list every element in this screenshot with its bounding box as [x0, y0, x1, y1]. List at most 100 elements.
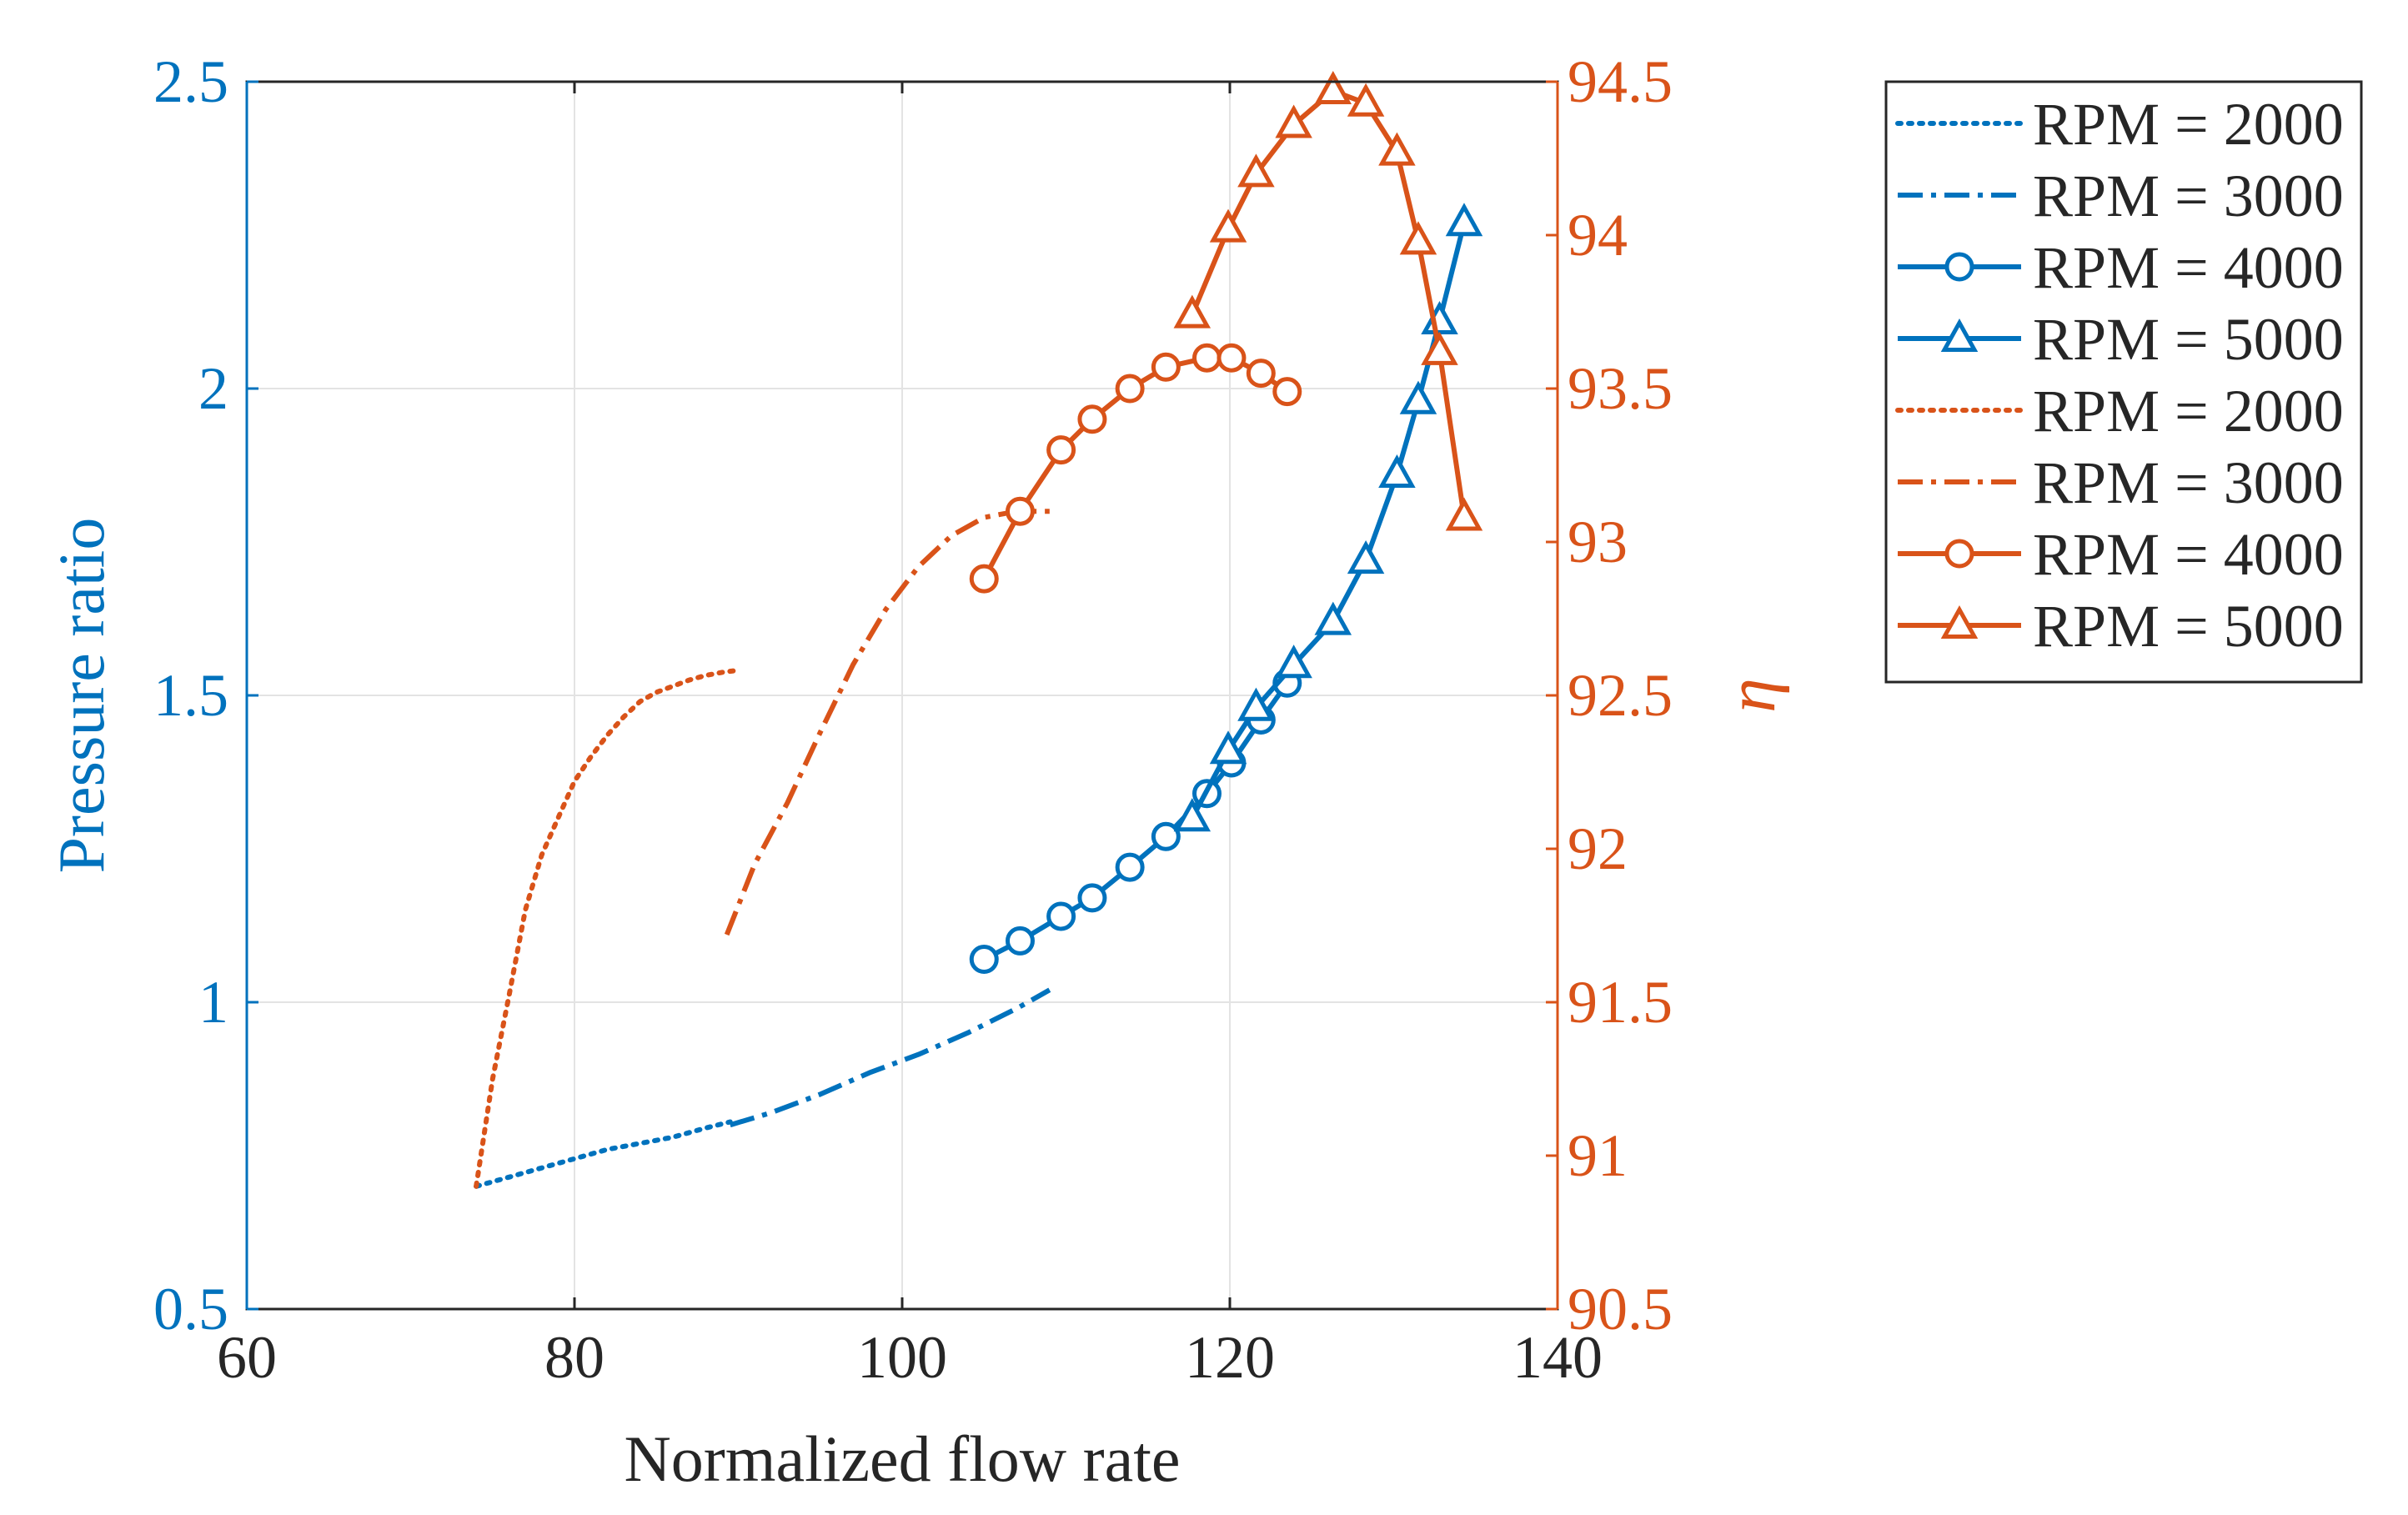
data-point-circle [1191, 343, 1222, 373]
right-y-axis-label: η [1713, 678, 1790, 713]
series-line [1190, 88, 1467, 519]
legend-label: RPM = 4000 [2033, 234, 2344, 301]
left-y-axis-label: Pressure ratio [45, 518, 118, 874]
data-point-circle [969, 564, 999, 594]
right-y-tick-label: 90.5 [1568, 1276, 1673, 1342]
data-point-circle [1272, 377, 1302, 407]
data-point-triangle [1237, 687, 1275, 721]
legend-label: RPM = 4000 [2033, 521, 2344, 588]
data-point-triangle [1421, 331, 1458, 365]
series-line [724, 509, 1050, 936]
legend-entry: RPM = 2000 [1895, 91, 2344, 158]
left-y-tick-label: 1.5 [153, 662, 228, 729]
data-point-triangle [1347, 540, 1385, 574]
right-y-tick-label: 92.5 [1568, 662, 1673, 729]
legend-label: RPM = 2000 [2033, 378, 2344, 444]
legend-marker-triangle [1940, 318, 1979, 352]
data-point-circle [1217, 343, 1247, 373]
left-y-tick-label: 1 [198, 969, 228, 1036]
legend-entry: RPM = 2000 [1895, 378, 2344, 444]
legend-marker-triangle [1940, 604, 1979, 639]
right-y-tick-label: 93.5 [1568, 355, 1673, 422]
series-right-8 [1173, 70, 1483, 531]
x-axis-label: Normalized flow rate [624, 1422, 1180, 1495]
x-tick-label: 100 [857, 1324, 947, 1391]
left-y-tick-label: 0.5 [153, 1276, 228, 1342]
x-tick-label: 120 [1185, 1324, 1275, 1391]
data-point-circle [1115, 374, 1145, 404]
data-point-triangle [1445, 497, 1483, 531]
legend-entry: RPM = 3000 [1898, 163, 2344, 229]
data-point-triangle [1173, 294, 1212, 329]
legend-entry: RPM = 5000 [1898, 593, 2344, 660]
data-point-circle [1046, 901, 1076, 931]
data-point-triangle [1347, 83, 1385, 117]
left-y-tick-label: 2.5 [153, 48, 228, 115]
left-y-axis-ticks: 0.5 1 1.5 2 2.5 [153, 48, 258, 1342]
data-point-triangle [1209, 730, 1247, 765]
right-y-tick-label: 91 [1568, 1122, 1628, 1189]
x-tick-label: 60 [217, 1324, 277, 1391]
data-point-triangle [1209, 208, 1247, 243]
right-y-tick-label: 93 [1568, 509, 1628, 575]
series-right-5 [474, 668, 736, 1189]
series-right-7 [969, 343, 1302, 594]
data-point-triangle [1399, 380, 1437, 414]
data-point-triangle [1237, 153, 1275, 188]
data-point-circle [1005, 926, 1035, 956]
data-point-circle [1077, 883, 1107, 913]
legend-label: RPM = 3000 [2033, 163, 2344, 229]
right-y-tick-label: 94 [1568, 202, 1628, 268]
data-point-triangle [1399, 221, 1437, 255]
data-point-circle [969, 944, 999, 974]
series-line [1190, 222, 1467, 820]
legend-entry: RPM = 4000 [1898, 521, 2344, 588]
legend-box [1884, 80, 2363, 684]
series-line [981, 355, 1289, 580]
data-point-triangle [1445, 203, 1483, 237]
data-point-circle [1246, 359, 1276, 389]
data-point-circle [1151, 352, 1181, 382]
series-left-2 [729, 987, 1051, 1128]
data-point-triangle [1314, 601, 1352, 635]
right-y-axis-ticks: 90.5 91 91.5 92 92.5 93 93.5 94 94.5 [1546, 48, 1673, 1342]
series-line [982, 681, 1290, 962]
x-axis-ticks: 60 80 100 120 140 [217, 82, 1603, 1391]
x-tick-label: 80 [544, 1324, 605, 1391]
legend-entry: RPM = 5000 [1898, 306, 2344, 373]
data-point-triangle [1275, 104, 1312, 138]
series-right-6 [724, 509, 1050, 936]
data-point-triangle [1314, 70, 1352, 105]
legend-marker-circle [1944, 252, 1974, 282]
series-layer [474, 70, 1483, 1189]
data-point-triangle [1378, 454, 1416, 489]
data-point-triangle [1173, 798, 1212, 832]
data-point-circle [1005, 496, 1035, 526]
legend-label: RPM = 5000 [2033, 306, 2344, 373]
data-point-circle [1046, 435, 1076, 465]
series-line [474, 1119, 733, 1189]
data-point-circle [1077, 404, 1107, 434]
data-point-triangle [1378, 132, 1416, 166]
x-tick-label: 140 [1513, 1324, 1603, 1391]
data-point-circle [1151, 821, 1181, 851]
series-line [474, 668, 736, 1189]
right-y-tick-label: 91.5 [1568, 969, 1673, 1036]
left-y-tick-label: 2 [198, 355, 228, 422]
legend-entry: RPM = 4000 [1898, 234, 2344, 301]
series-left-4 [1173, 203, 1483, 832]
legend-label: RPM = 5000 [2033, 593, 2344, 660]
legend-label: RPM = 2000 [2033, 91, 2344, 158]
data-point-circle [1115, 852, 1145, 882]
series-left-1 [474, 1119, 733, 1189]
legend-label: RPM = 3000 [2033, 449, 2344, 516]
grid-lines [247, 82, 1558, 1309]
right-y-tick-label: 94.5 [1568, 48, 1673, 115]
data-point-triangle [1275, 645, 1312, 679]
series-line [729, 987, 1051, 1128]
legend-marker-circle [1944, 539, 1974, 569]
right-y-tick-label: 92 [1568, 815, 1628, 882]
